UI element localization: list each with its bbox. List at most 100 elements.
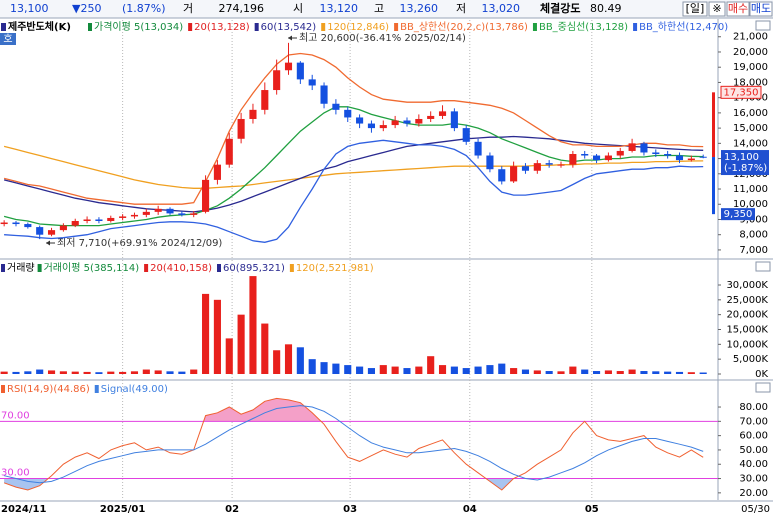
volume-bar [107, 371, 115, 374]
candle-body [391, 120, 399, 126]
volume-bar [533, 370, 541, 374]
option-button-label[interactable]: ※ [712, 2, 721, 15]
limit-down-range [712, 157, 715, 215]
candle-body [166, 208, 174, 214]
header-change: ▼250 [72, 2, 101, 15]
candle-body [130, 214, 139, 217]
panel-icon[interactable] [755, 261, 771, 272]
period-button[interactable] [682, 1, 708, 17]
candle-body [107, 217, 115, 221]
quote-tag[interactable]: 호 [3, 33, 12, 45]
volume-bar [320, 362, 328, 374]
candle-body [427, 115, 435, 119]
annotation-high: 최고 20,600(-36.41% 2025/02/14) [299, 32, 466, 44]
candle-body [474, 141, 482, 156]
period-button-label[interactable]: [일] [686, 1, 705, 15]
candle-body [273, 70, 281, 91]
header-field-value: 13,260 [400, 2, 439, 15]
volume-bar [24, 371, 32, 374]
volume-bar [604, 370, 612, 374]
volume-bar [438, 365, 447, 374]
sell-button[interactable] [749, 1, 773, 17]
volume-bar [0, 371, 8, 374]
candle-body [462, 128, 470, 142]
option-button[interactable] [708, 1, 726, 17]
candle-body [225, 138, 233, 165]
volume-bar [699, 372, 707, 374]
volume-bar [225, 338, 233, 374]
volume-bar [675, 371, 684, 374]
volume-bar [616, 371, 624, 374]
volume-bar [367, 368, 375, 374]
volume-bar [581, 369, 589, 374]
candle-body [438, 111, 447, 116]
volume-bar [95, 372, 103, 374]
candle-body [308, 79, 316, 86]
panel-icon[interactable] [755, 382, 771, 393]
candle-body [533, 163, 541, 171]
limit-up-label: 17,350 [724, 87, 759, 98]
annotation-arrowhead [46, 240, 50, 246]
volume-bar [308, 359, 316, 374]
indicator-line [3, 145, 704, 189]
indicator-line [3, 106, 704, 227]
legend-marker [254, 23, 259, 31]
volume-bar [296, 347, 304, 374]
volume-bar [213, 299, 221, 374]
buy-button-label[interactable]: 매수 [728, 2, 748, 15]
volume-bar [83, 371, 91, 374]
candle-body [498, 169, 506, 182]
legend-label: 60(895,321) [223, 263, 285, 274]
header-change-pct: (1.87%) [122, 2, 166, 15]
candle-body [190, 213, 198, 215]
volume-bar [486, 365, 494, 374]
y-tick-label: 40.00 [739, 459, 768, 470]
y-tick-label: 7,000 [739, 245, 768, 256]
sell-button-label[interactable]: 매도 [751, 2, 771, 15]
candle-body [71, 220, 79, 226]
volume-bar [130, 371, 139, 374]
header-price: 13,100 [10, 2, 49, 15]
legend-marker [633, 23, 638, 31]
buy-button[interactable] [726, 1, 750, 17]
candle-body [687, 158, 695, 161]
current-change-label: (-1.87%) [724, 163, 767, 174]
candle-body [557, 164, 565, 166]
volume-bar [344, 365, 352, 374]
panel-icon[interactable] [755, 20, 771, 31]
y-tick-label: 8,000 [739, 230, 768, 241]
y-tick-label: 25,000K [726, 295, 768, 306]
volume-bar [593, 371, 601, 374]
candle-body [450, 111, 458, 129]
candle-body [95, 219, 103, 221]
y-tick-label: 15,000 [733, 123, 768, 134]
candle-body [356, 117, 364, 124]
y-tick-label: 20,000 [733, 47, 768, 58]
volume-bar [332, 363, 340, 374]
candle-body [332, 103, 340, 110]
volume-bar [498, 363, 506, 374]
legend-label: 20(13,128) [194, 22, 250, 33]
legend-label: 20(410,158) [150, 263, 212, 274]
legend-label: 거래이평 5(385,114) [44, 262, 140, 274]
quote-tag-box[interactable] [0, 33, 16, 45]
legend-label: BB_중심선(13,128) [539, 21, 628, 33]
legend-marker [94, 385, 99, 393]
rsi-legend: RSI(14,9)(44.86) Signal(49.00) [1, 384, 168, 395]
candle-body [628, 143, 636, 151]
x-tick-label: 2024/11 [1, 504, 46, 515]
candle-body [154, 208, 162, 212]
rsi-line [3, 397, 704, 491]
volume-bar [356, 366, 364, 374]
header-field-label: 시 [293, 2, 303, 15]
legend-label: RSI(14,9)(44.86) [7, 384, 90, 395]
y-tick-label: 0K [755, 369, 768, 380]
candle-body [83, 219, 91, 221]
legend-marker [532, 23, 537, 31]
header-field-label: 저 [456, 2, 466, 15]
candle-body [616, 150, 624, 156]
volume-bar [71, 371, 79, 374]
legend-marker [1, 23, 6, 31]
legend-label: BB_하한선(12,470) [639, 20, 728, 33]
volume-bar [474, 366, 482, 374]
